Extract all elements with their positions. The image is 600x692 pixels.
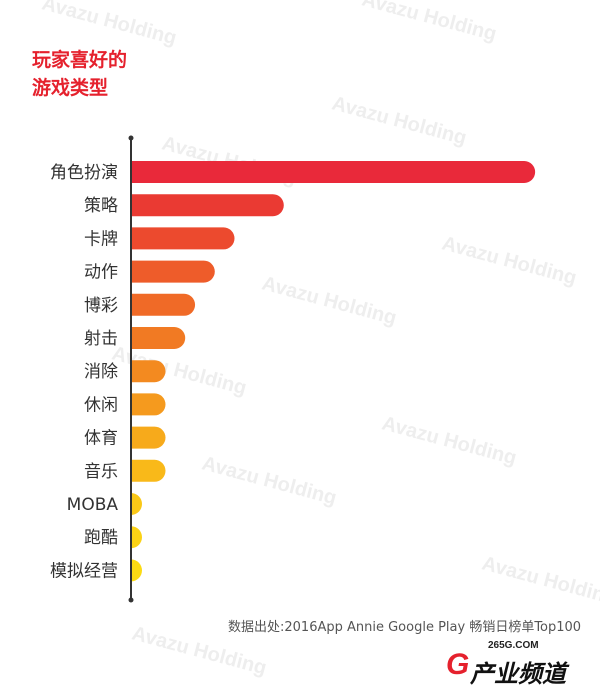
category-label: 策略 — [84, 196, 118, 216]
category-label: 卡牌 — [84, 229, 118, 249]
bar-12 — [131, 526, 142, 549]
chart-title: 玩家喜好的 游戏类型 — [32, 46, 127, 102]
bar-11 — [131, 493, 142, 515]
axis-end-dot — [128, 135, 134, 141]
bar-3 — [131, 227, 235, 250]
category-label: 射击 — [84, 329, 118, 349]
category-label: 模拟经营 — [50, 561, 118, 581]
bar-8 — [131, 393, 166, 416]
chart-title-line: 玩家喜好的 — [32, 49, 128, 71]
category-label: 休闲 — [84, 395, 118, 415]
category-label: 体育 — [84, 429, 118, 449]
bar-10 — [131, 459, 166, 482]
bar-1 — [131, 161, 536, 183]
category-label: 音乐 — [84, 462, 118, 482]
category-label: 博彩 — [84, 296, 118, 316]
bar-6 — [131, 327, 186, 349]
category-label: 角色扮演 — [50, 163, 118, 183]
logo-name: 产业频道 — [470, 660, 566, 688]
source-note: 数据出处:2016App Annie Google Play 畅销日榜单Top1… — [228, 620, 582, 635]
axis-end-dot — [128, 597, 134, 603]
logo-mark: G — [446, 648, 470, 681]
site-logo: 265G.COM G 产业频道 — [446, 640, 596, 690]
bar-group — [131, 161, 536, 582]
bar-13 — [131, 559, 142, 582]
category-label: 动作 — [84, 263, 118, 283]
bar-5 — [131, 293, 196, 316]
category-label: 跑酷 — [84, 528, 118, 548]
bar-2 — [131, 194, 284, 217]
bar-4 — [131, 260, 215, 283]
bar-9 — [131, 426, 166, 449]
bar-7 — [131, 360, 166, 383]
chart-title-line: 游戏类型 — [32, 77, 109, 99]
category-label: 消除 — [84, 362, 118, 382]
logo-site: 265G.COM — [488, 640, 539, 651]
category-label: MOBA — [67, 495, 119, 515]
